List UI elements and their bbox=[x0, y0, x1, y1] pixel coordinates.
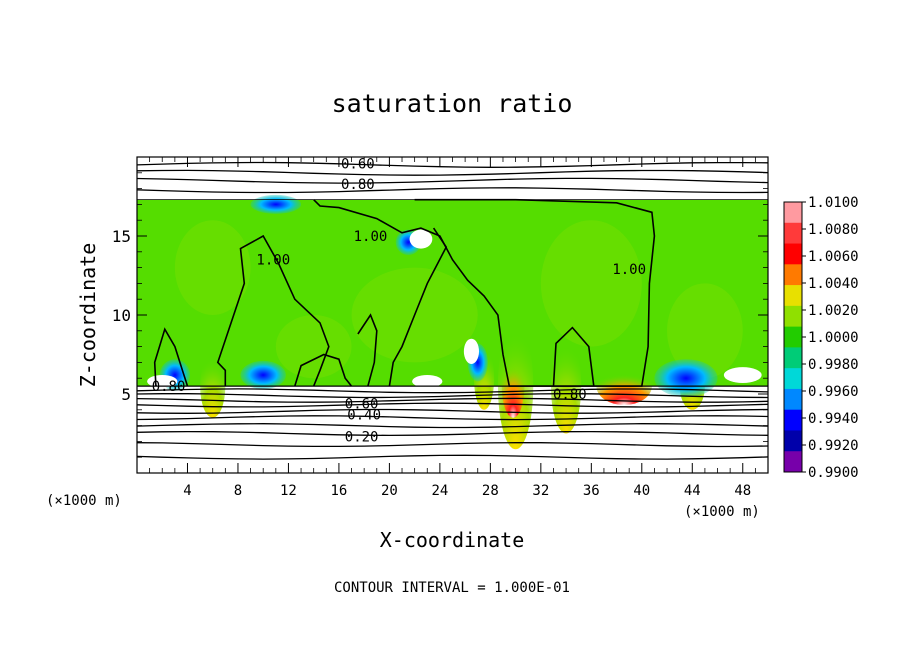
clear-air bbox=[412, 375, 443, 388]
colorbar-swatch bbox=[784, 264, 802, 286]
colorbar-swatch bbox=[784, 202, 802, 224]
contour-label: 1.00 bbox=[256, 253, 290, 269]
saturation-field bbox=[137, 194, 768, 450]
contour-line bbox=[137, 393, 768, 399]
x-tick-label: 28 bbox=[482, 483, 499, 499]
y-tick-label: 5 bbox=[121, 385, 131, 404]
contour-lines bbox=[137, 161, 768, 460]
colorbar-label: 1.0100 bbox=[808, 195, 859, 211]
y-axis: 5 10 15 bbox=[112, 172, 768, 458]
clear-air bbox=[723, 367, 762, 383]
colorbar-swatch bbox=[784, 430, 802, 452]
colorbar-swatch bbox=[784, 368, 802, 390]
contour-label: 0.40 bbox=[347, 408, 381, 424]
field-patch bbox=[540, 220, 642, 347]
colorbar-swatch bbox=[784, 409, 802, 431]
colorbar-label: 0.9900 bbox=[808, 465, 859, 481]
colorbar-label: 0.9920 bbox=[808, 438, 859, 454]
field-patch bbox=[667, 283, 743, 379]
x-unit-note-left: (×1000 m) bbox=[46, 493, 122, 509]
contour-label: 1.00 bbox=[612, 262, 646, 278]
contour-line bbox=[137, 397, 768, 403]
y-axis-title: Z-coordinate bbox=[76, 243, 100, 388]
contour-line bbox=[388, 227, 448, 387]
x-tick-label: 44 bbox=[684, 483, 701, 499]
x-tick-label: 24 bbox=[431, 483, 448, 499]
colorbar-swatch bbox=[784, 347, 802, 369]
x-unit-note-right: (×1000 m) bbox=[684, 504, 760, 520]
clear-air bbox=[409, 229, 433, 249]
x-tick-label: 4 bbox=[183, 483, 191, 499]
contour-line bbox=[137, 169, 768, 176]
colorbar-swatch bbox=[784, 305, 802, 328]
x-tick-label: 16 bbox=[330, 483, 347, 499]
contour-line bbox=[137, 177, 768, 184]
field-patch bbox=[275, 315, 352, 379]
contour-line bbox=[137, 423, 768, 429]
contour-line bbox=[137, 442, 768, 448]
colorbar-swatch bbox=[784, 388, 802, 411]
contour-labels: 0.600.801.001.001.000.80 0.800.600.400.20 bbox=[152, 156, 646, 446]
x-tick-label: 12 bbox=[280, 483, 297, 499]
contour-line bbox=[137, 187, 768, 194]
x-tick-label: 8 bbox=[234, 483, 242, 499]
x-tick-label: 40 bbox=[633, 483, 650, 499]
colorbar-label: 1.0020 bbox=[808, 303, 859, 319]
contour-line bbox=[137, 415, 768, 421]
contour-label: 0.20 bbox=[345, 430, 379, 446]
contour-label: 0.80 bbox=[553, 387, 587, 403]
contour-line bbox=[137, 161, 768, 168]
colorbar-swatch bbox=[784, 285, 802, 307]
colorbar-label: 0.9960 bbox=[808, 384, 859, 400]
cool-region bbox=[250, 194, 302, 214]
field-patch bbox=[174, 220, 251, 315]
clear-air bbox=[463, 338, 480, 364]
x-tick-label: 48 bbox=[734, 483, 751, 499]
x-axis-title: X-coordinate bbox=[380, 528, 525, 552]
colorbar: 1.0100 1.0080 1.0060 1.0040 1.0020 1.0000 0.99… bbox=[783, 195, 859, 481]
contour-line bbox=[552, 326, 595, 387]
contour-line bbox=[137, 388, 768, 394]
x-tick-label: 36 bbox=[583, 483, 600, 499]
contour-line bbox=[216, 234, 330, 387]
colorbar-label: 1.0000 bbox=[808, 330, 859, 346]
contour-interval-footer: CONTOUR INTERVAL = 1.000E-01 bbox=[334, 580, 570, 596]
chart-title: saturation ratio bbox=[332, 89, 573, 118]
x-tick-label: 20 bbox=[381, 483, 398, 499]
x-tick-label: 32 bbox=[532, 483, 549, 499]
x-axis: 4 8 12 16 20 24 28 32 36 40 44 48 bbox=[149, 157, 756, 499]
contour-label: 0.60 bbox=[341, 156, 375, 172]
colorbar-swatch bbox=[784, 222, 802, 245]
contour-line bbox=[137, 408, 768, 414]
contour-line bbox=[137, 402, 768, 408]
colorbar-swatch bbox=[784, 326, 802, 348]
contour-line bbox=[137, 454, 768, 460]
colorbar-label: 1.0080 bbox=[808, 222, 859, 238]
colorbar-label: 0.9940 bbox=[808, 411, 859, 427]
colorbar-label: 1.0040 bbox=[808, 276, 859, 292]
colorbar-label: 1.0060 bbox=[808, 249, 859, 265]
contour-line bbox=[137, 430, 768, 437]
contour-label: 0.80 bbox=[341, 177, 375, 193]
contour-line bbox=[294, 353, 353, 387]
contour-label: 0.80 bbox=[152, 379, 186, 395]
cool-region bbox=[240, 360, 286, 390]
contour-label: 0.60 bbox=[345, 396, 379, 412]
clear-air bbox=[147, 375, 178, 388]
cool-region bbox=[654, 359, 718, 398]
colorbar-swatch bbox=[784, 451, 802, 473]
y-tick-label: 15 bbox=[112, 227, 131, 246]
contour-label: 1.00 bbox=[354, 229, 388, 245]
contour-line bbox=[313, 198, 656, 387]
colorbar-swatch bbox=[784, 243, 802, 265]
contour-line bbox=[357, 313, 378, 387]
contour-line bbox=[153, 327, 189, 387]
colorbar-label: 0.9980 bbox=[808, 357, 859, 373]
y-tick-label: 10 bbox=[112, 306, 131, 325]
